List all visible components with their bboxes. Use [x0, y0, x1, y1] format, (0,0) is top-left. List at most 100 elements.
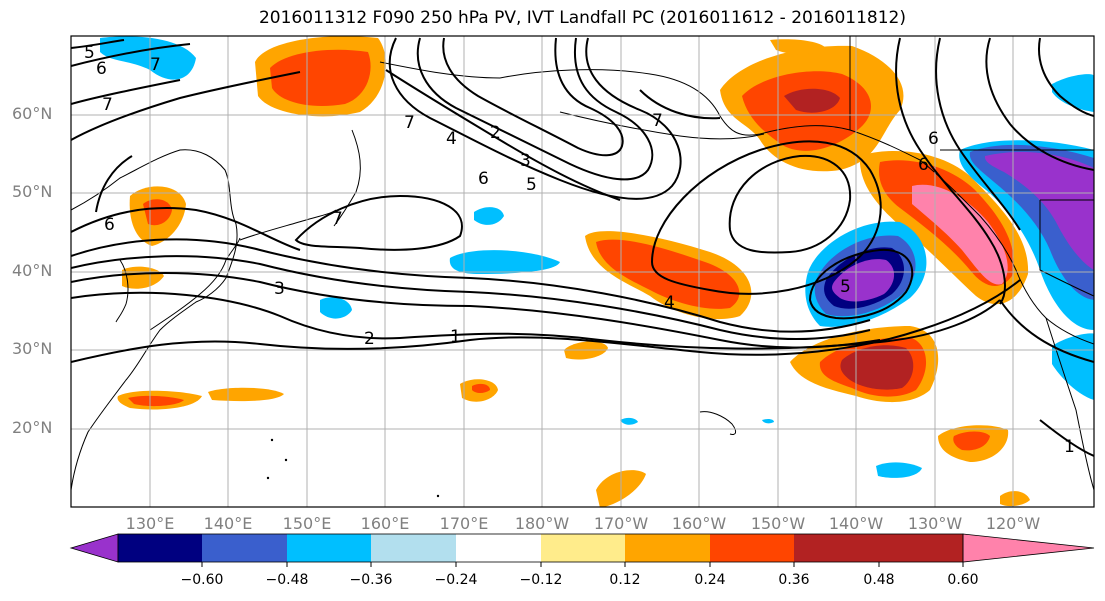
contour-label: 2 [490, 123, 501, 143]
contour-label: 6 [918, 155, 929, 175]
pv-contour [294, 194, 463, 251]
lat-label: 30°N [12, 339, 53, 358]
coastline-siberia [379, 61, 501, 79]
lon-label: 180°W [514, 514, 570, 533]
pv-negative-region [984, 152, 1094, 270]
contour-label: 4 [446, 129, 457, 149]
pv-negative-region [474, 207, 504, 225]
island-dot [284, 458, 288, 462]
lon-label: 160°E [360, 514, 410, 533]
pv-contour [71, 39, 125, 49]
pv-shading [100, 36, 1094, 507]
colorbar-arrow-left [69, 533, 119, 563]
colorbar-label: 0.12 [609, 572, 641, 588]
island-dot [270, 438, 274, 442]
pv-positive-region [912, 184, 1008, 285]
colorbar-label: −0.24 [434, 572, 478, 588]
lat-label: 20°N [12, 418, 53, 437]
colorbar-segment [794, 534, 879, 562]
contour-label: 1 [450, 327, 461, 347]
contour-label: 5 [526, 175, 537, 195]
pv-contour [71, 255, 871, 341]
pv-contour [442, 37, 624, 157]
lon-label: 150°W [750, 514, 806, 533]
colorbar-segment [710, 534, 794, 562]
pv-negative-region [876, 462, 922, 478]
contour-label: 5 [84, 43, 95, 63]
pv-contour [71, 238, 871, 333]
lat-label: 50°N [12, 182, 53, 201]
coastline-asia [71, 149, 238, 491]
pv-contour [95, 155, 133, 213]
contour-label: 7 [150, 55, 161, 75]
colorbar-segment [118, 534, 202, 562]
contour-label: 7 [102, 95, 113, 115]
contour-label: 1 [1064, 437, 1075, 457]
lon-label: 140°W [828, 514, 884, 533]
colorbar-label: −0.12 [519, 572, 563, 588]
lon-label: 120°W [985, 514, 1041, 533]
pv-positive-region [596, 239, 740, 309]
colorbar-label: −0.36 [349, 572, 393, 588]
pv-contour [808, 248, 914, 320]
colorbar-segment [879, 534, 963, 562]
pv-positive-region [840, 345, 914, 390]
pv-negative-region [762, 418, 774, 424]
pv-contour [416, 37, 654, 181]
colorbar-label: 0.24 [694, 572, 726, 588]
contour-label: 4 [664, 293, 675, 313]
pv-contour [1038, 37, 1094, 117]
lon-label: 140°E [203, 514, 253, 533]
colorbar-label: 0.36 [778, 572, 810, 588]
pv-negative-region [832, 259, 895, 302]
pv-positive-region [208, 387, 284, 402]
colorbar-segment [371, 534, 456, 562]
lon-label: 170°E [439, 514, 489, 533]
colorbar-label: 0.48 [863, 572, 895, 588]
contour-label: 3 [520, 151, 531, 171]
pv-positive-region [270, 49, 371, 107]
pv-contour [999, 299, 1094, 363]
pv-contour [71, 279, 1021, 363]
pv-positive-region [128, 395, 184, 407]
coastline-kamchatka [333, 129, 361, 227]
colorbar-label: −0.48 [265, 572, 309, 588]
lon-label: 130°E [125, 514, 175, 533]
lat-label: 60°N [12, 104, 53, 123]
pv-contour [935, 37, 1021, 231]
contour-label: 6 [96, 59, 107, 79]
colorbar-arrow-right [962, 533, 1095, 563]
pv-negative-region [1052, 74, 1094, 112]
island-dot [436, 494, 440, 498]
island-dot [266, 476, 270, 480]
coastline-alaska [499, 69, 921, 161]
coastline-japan [149, 237, 241, 331]
colorbar-segment [625, 534, 710, 562]
pv-negative-region [320, 297, 352, 319]
lat-label: 40°N [12, 261, 53, 280]
contour-label: 6 [478, 169, 489, 189]
colorbar-segment [541, 534, 625, 562]
contour-label: 2 [364, 329, 375, 349]
pv-contour [985, 37, 1094, 171]
colorbar-segment [202, 534, 287, 562]
contour-label-group: 5 6 7 7 6 7 2 3 4 5 6 7 3 2 1 7 4 5 6 6 … [84, 43, 1075, 457]
pv-contour [71, 71, 301, 141]
pv-positive-region [770, 39, 826, 55]
pv-negative-region [449, 250, 560, 274]
map-title: 2016011312 F090 250 hPa PV, IVT Landfall… [258, 8, 906, 28]
lon-label: 150°E [282, 514, 332, 533]
colorbar-segment [456, 534, 541, 562]
pv-positive-region [784, 88, 840, 113]
lon-label: 130°W [907, 514, 963, 533]
contour-label: 3 [274, 279, 285, 299]
pv-contour [728, 154, 852, 254]
pv-contour [71, 43, 191, 67]
coastline-hawaii [699, 411, 737, 435]
coastline-aleutians [559, 111, 765, 140]
colorbar-label: 0.60 [947, 572, 979, 588]
pv-contours [71, 37, 1094, 457]
colorbar-ticks [201, 562, 964, 567]
pv-positive-region [953, 431, 990, 451]
